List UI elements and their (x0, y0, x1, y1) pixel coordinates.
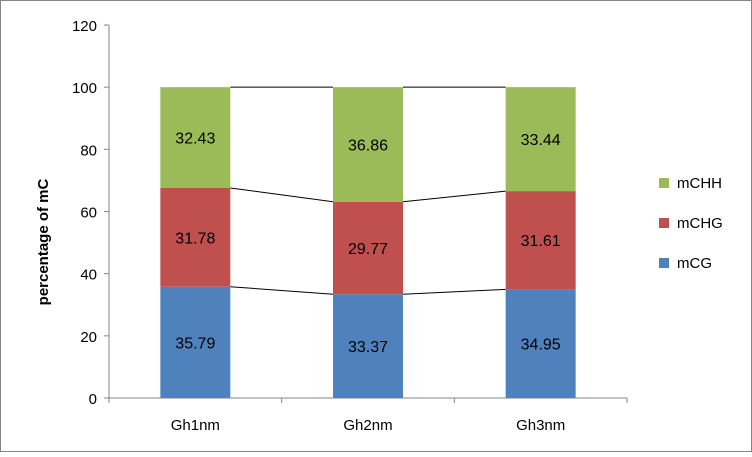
bar-mCG-Gh1nm (160, 286, 231, 398)
data-label: 29.77 (348, 241, 388, 258)
legend-swatch-mCG (659, 258, 669, 268)
legend-swatch-mCHG (659, 218, 669, 228)
bar-mCHG-Gh1nm (160, 187, 231, 287)
series-line-mCG (402, 288, 506, 295)
y-tick-label: 60 (80, 205, 97, 222)
data-label: 31.61 (521, 233, 561, 250)
y-tick-label: 40 (80, 267, 97, 284)
y-tick-label: 20 (80, 329, 97, 346)
legend-label-mCG: mCG (677, 255, 712, 272)
x-tick-label: Gh2nm (343, 417, 392, 434)
bar-mCHG-Gh2nm (333, 201, 403, 295)
x-tick-label: Gh1nm (171, 417, 220, 434)
bar-mCHG-Gh3nm (505, 191, 576, 290)
legend-label-mCHG: mCHG (677, 215, 723, 232)
data-label: 33.37 (348, 339, 388, 356)
y-axis-title: percentage of mC (35, 178, 52, 305)
legend-swatch-mCHH (659, 178, 669, 188)
series-line-mCHG (230, 187, 334, 203)
data-label: 36.86 (348, 137, 388, 154)
data-label: 31.78 (175, 230, 215, 247)
series-line-mCG (230, 286, 334, 295)
data-label: 34.95 (521, 337, 561, 354)
bar-mCG-Gh2nm (333, 294, 403, 398)
series-line-mCHG (402, 190, 506, 203)
bar-mCHH-Gh1nm (160, 87, 231, 188)
y-tick-label: 100 (72, 80, 97, 97)
bar-mCHH-Gh2nm (333, 87, 403, 202)
y-tick-label: 80 (80, 142, 97, 159)
data-label: 35.79 (175, 335, 215, 352)
bar-mCG-Gh3nm (505, 289, 576, 398)
y-tick-label: 0 (89, 391, 97, 408)
x-tick-label: Gh3nm (516, 417, 565, 434)
legend-label-mCHH: mCHH (677, 175, 722, 192)
bar-mCHH-Gh3nm (505, 87, 576, 192)
data-label: 32.43 (175, 131, 215, 148)
data-label: 33.44 (521, 132, 561, 149)
y-tick-label: 120 (72, 18, 97, 35)
